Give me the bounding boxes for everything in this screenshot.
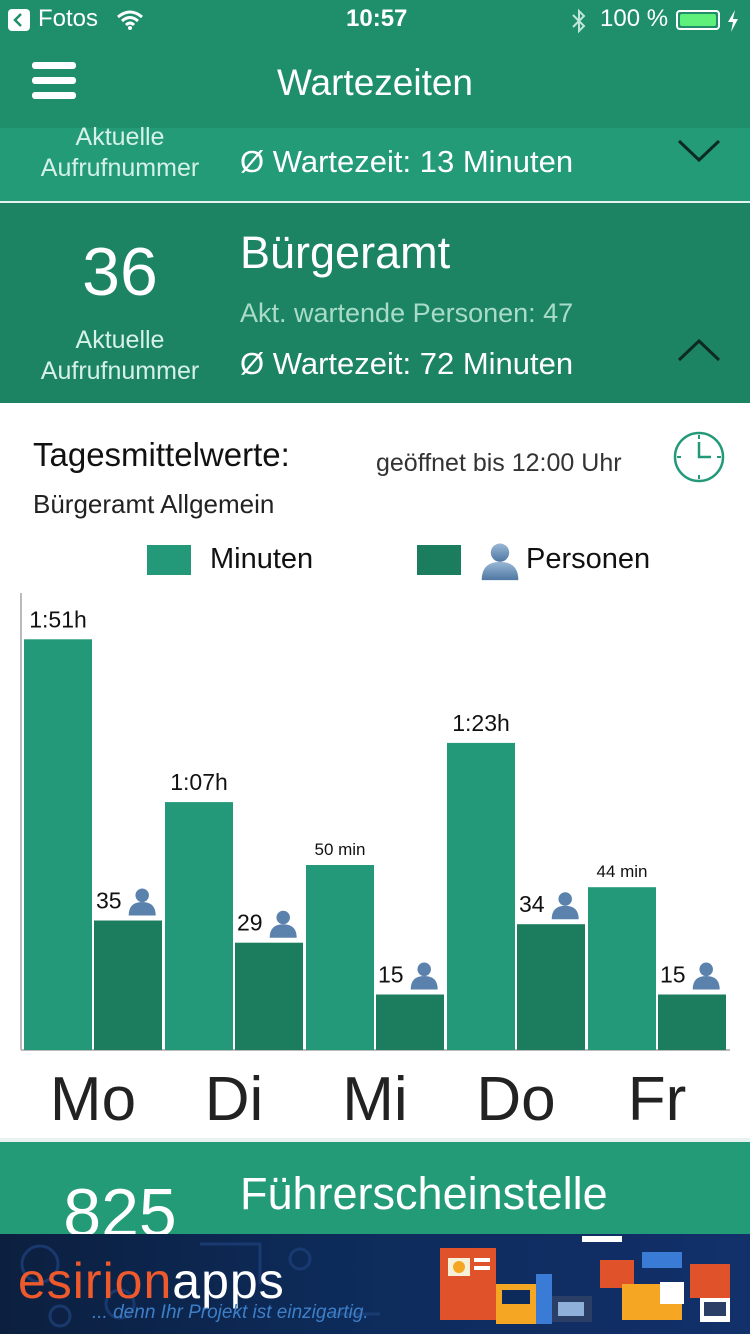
bar-minutes-do (447, 742, 515, 1050)
data-label-minutes-mo: 1:51h (29, 606, 87, 632)
person-icon (551, 892, 579, 920)
battery-percent: 100 % (600, 5, 669, 32)
office-name: Bürgeramt (240, 227, 451, 278)
hamburger-menu-icon[interactable] (32, 62, 76, 100)
bar-persons-di (235, 942, 303, 1050)
bar-minutes-di (165, 802, 233, 1050)
average-wait-text: Ø Wartezeit: 72 Minuten (240, 346, 574, 381)
office-row-buergeramt[interactable]: 36 Aktuelle Aufrufnummer Bürgeramt Akt. … (0, 203, 750, 403)
average-wait-text: Ø Wartezeit: 13 Minuten (240, 144, 574, 179)
data-label-minutes-mi: 50 min (314, 840, 365, 859)
call-number: 36 (82, 234, 158, 310)
call-number-label: Aktuelle Aufrufnummer (40, 326, 200, 385)
data-label-persons-fr: 15 (660, 962, 686, 988)
x-tick-label-mo: Mo (50, 1065, 136, 1134)
person-icon (128, 888, 156, 916)
bluetooth-icon (572, 8, 586, 34)
page-title: Wartezeiten (276, 62, 474, 103)
waiting-persons-text: Akt. wartende Personen: 47 (240, 298, 574, 328)
tech-pattern-icon (20, 1242, 380, 1328)
bar-minutes-mi (306, 865, 374, 1050)
daily-averages-heading: Tagesmittelwerte: (33, 436, 290, 473)
legend-label-minutes: Minuten (210, 543, 314, 575)
row-separator (0, 201, 750, 203)
legend-swatch-minutes (147, 545, 191, 575)
person-icon (692, 962, 720, 990)
person-icon (481, 543, 519, 581)
legend-label-persons: Personen (526, 543, 651, 575)
wifi-icon (117, 10, 143, 30)
opening-hours-text: geöffnet bis 12:00 Uhr (376, 449, 622, 477)
back-chevron-icon[interactable] (8, 9, 30, 31)
x-tick-label-mi: Mi (342, 1065, 407, 1134)
daily-averages-chart: 1:51h 35 Mo 1:07h 29 Di 50 min 15 Mi 1:23h 34 Do 44 … (20, 593, 730, 1134)
chevron-down-icon[interactable] (676, 138, 722, 164)
call-number-label: Aktuelle Aufrufnummer (40, 123, 200, 182)
advertisement-banner[interactable]: esirionapps ... denn Ihr Projekt ist ein… (0, 1234, 750, 1334)
office-subheading: Bürgeramt Allgemein (33, 489, 275, 519)
bar-minutes-mo (24, 639, 92, 1050)
bar-persons-fr (658, 994, 726, 1050)
ad-tagline: ... denn Ihr Projekt ist einzigartig. (92, 1302, 369, 1323)
office-name: Führerscheinstelle (240, 1168, 608, 1219)
data-label-persons-do: 34 (519, 891, 545, 917)
clock-icon (673, 431, 725, 483)
bar-persons-mi (376, 994, 444, 1050)
charging-bolt-icon (728, 10, 738, 32)
bar-minutes-fr (588, 887, 656, 1050)
x-tick-label-di: Di (205, 1065, 264, 1134)
person-icon (410, 962, 438, 990)
brand-apps: apps (172, 1253, 285, 1309)
data-label-persons-mi: 15 (378, 962, 404, 988)
legend-swatch-persons (417, 545, 461, 575)
x-tick-label-fr: Fr (628, 1065, 687, 1134)
data-label-minutes-fr: 44 min (596, 862, 647, 881)
x-tick-label-do: Do (476, 1065, 555, 1134)
navigation-bar: Wartezeiten (0, 42, 750, 128)
machines-illustration-icon (440, 1236, 730, 1324)
bar-persons-do (517, 924, 585, 1050)
person-icon (269, 910, 297, 938)
status-bar: Fotos 10:57 100 % (0, 0, 750, 42)
data-label-persons-di: 29 (237, 910, 263, 936)
battery-icon (676, 10, 720, 30)
back-app-label[interactable]: Fotos (38, 5, 99, 32)
data-label-persons-mo: 35 (96, 888, 122, 914)
office-row-collapsed[interactable]: Aktuelle Aufrufnummer Ø Wartezeit: 13 Mi… (0, 123, 750, 201)
data-label-minutes-di: 1:07h (170, 769, 228, 795)
chevron-up-icon[interactable] (676, 337, 722, 363)
brand-esirion: esirion (18, 1253, 173, 1309)
section-divider (0, 1138, 750, 1142)
bar-persons-mo (94, 920, 162, 1050)
data-label-minutes-do: 1:23h (452, 710, 510, 736)
clock: 10:57 (346, 5, 408, 32)
